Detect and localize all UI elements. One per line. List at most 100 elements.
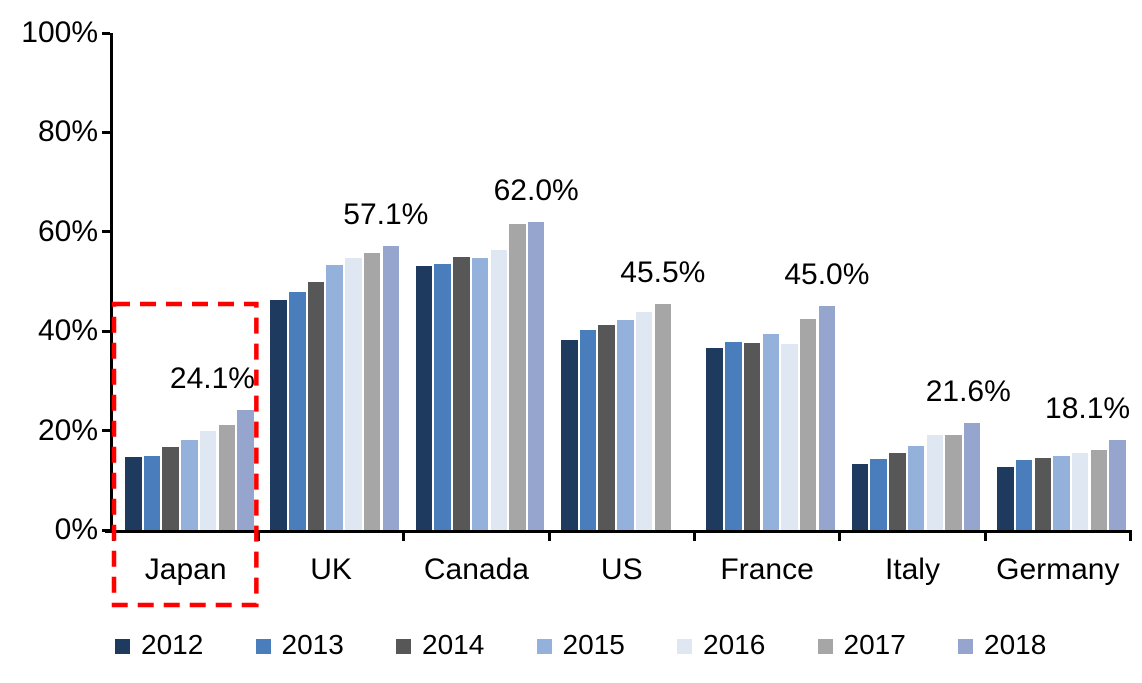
bar-italy-2017 [945,434,962,530]
bar-us-2013 [579,329,597,530]
data-label-japan: 24.1% [169,362,255,396]
legend-item-2014: 2014 [396,630,484,660]
legend-swatch-2015 [536,639,552,654]
data-label-uk: 57.1% [343,198,429,232]
data-label-germany: 18.1% [1045,392,1131,426]
legend-item-2016: 2016 [677,630,765,660]
y-axis-line [110,33,113,533]
data-label-canada: 62.0% [493,173,579,207]
y-axis-tick-label: 20% [37,413,98,447]
legend-swatch-2017 [817,639,833,654]
bar-us-2016 [635,311,653,530]
y-axis-tick [102,31,110,35]
x-axis-tick [547,530,551,541]
legend-label-2015: 2015 [562,629,625,660]
legend-swatch-2014 [396,639,411,654]
bar-japan-2014 [162,447,179,530]
bar-france-2018 [818,306,836,530]
x-axis-category-france: France [720,553,814,586]
y-axis-tick [102,230,110,234]
x-axis-category-japan: Japan [144,553,227,586]
legend-item-2018: 2018 [958,630,1046,660]
legend-label-2014: 2014 [422,629,485,660]
legend-swatch-2012 [115,639,130,654]
bar-france-2016 [781,344,798,530]
legend-label-2016: 2016 [703,629,766,660]
bar-germany-2014 [1034,457,1052,530]
bar-canada-2017 [509,223,526,530]
bar-canada-2015 [471,257,489,530]
legend-label-2013: 2013 [281,629,344,660]
bar-italy-2016 [926,435,944,530]
bar-france-2012 [706,347,723,530]
legend-item-2012: 2012 [115,630,203,660]
bar-japan-2015 [181,439,198,530]
bar-uk-2018 [382,246,400,530]
x-axis-category-germany: Germany [996,553,1120,586]
bar-us-2015 [617,319,634,530]
y-axis-tick [102,329,110,333]
y-axis-tick [102,528,110,532]
bar-italy-2013 [870,458,887,530]
bar-us-2014 [598,325,615,530]
bar-uk-2016 [345,258,362,530]
y-axis-tick-label: 100% [21,16,98,49]
data-label-us: 45.5% [620,255,706,289]
bar-uk-2012 [270,299,287,530]
bar-canada-2018 [527,221,545,530]
data-label-italy: 21.6% [925,374,1011,408]
bar-japan-2013 [143,455,161,530]
bar-germany-2017 [1090,450,1108,530]
bar-japan-2012 [125,456,142,530]
bar-germany-2015 [1053,456,1070,530]
bar-france-2015 [762,334,780,530]
x-axis-tick [256,530,260,541]
bar-italy-2018 [963,422,981,530]
x-axis-category-us: US [600,553,643,586]
y-axis-tick-label: 80% [37,115,98,149]
bar-italy-2014 [889,453,906,530]
bar-germany-2012 [997,466,1014,530]
bar-japan-2018 [237,410,254,530]
y-axis-tick [102,429,110,433]
bar-canada-2012 [415,265,433,530]
x-axis-line [105,530,1131,533]
legend-item-2013: 2013 [255,629,344,660]
legend-label-2012: 2012 [141,629,204,660]
y-axis-tick-label: 40% [37,314,98,348]
bar-germany-2018 [1109,440,1126,530]
legend-item-2015: 2015 [536,629,625,660]
legend-swatch-2013 [255,639,271,654]
bar-uk-2014 [307,281,325,530]
x-axis-category-italy: Italy [884,553,940,586]
bar-france-2014 [743,342,761,530]
bar-italy-2015 [907,445,925,530]
x-axis-tick [1129,530,1132,541]
bar-germany-2013 [1015,459,1033,530]
x-axis-category-uk: UK [310,553,352,586]
x-axis-tick [838,530,842,541]
y-axis-tick [102,130,110,134]
bar-japan-2016 [199,430,217,530]
legend-label-2018: 2018 [984,629,1047,660]
bar-us-2017 [654,303,672,530]
legend-swatch-2016 [677,639,692,654]
bar-canada-2014 [453,256,470,530]
bar-canada-2013 [434,263,451,530]
legend-item-2017: 2017 [817,630,906,660]
x-axis-category-canada: Canada [423,553,529,586]
bar-italy-2012 [851,463,869,530]
bar-uk-2013 [289,291,306,530]
bar-uk-2017 [363,252,381,530]
legend-swatch-2018 [958,639,973,654]
data-label-france: 45.0% [784,258,870,292]
bar-canada-2016 [490,250,507,530]
bar-us-2012 [561,339,578,530]
x-axis-tick [983,530,987,541]
bar-uk-2015 [326,264,343,530]
y-axis-tick-label: 60% [37,214,98,248]
y-axis-tick-label: 0% [54,513,98,546]
bar-japan-2017 [218,424,235,530]
bar-france-2013 [725,342,742,530]
